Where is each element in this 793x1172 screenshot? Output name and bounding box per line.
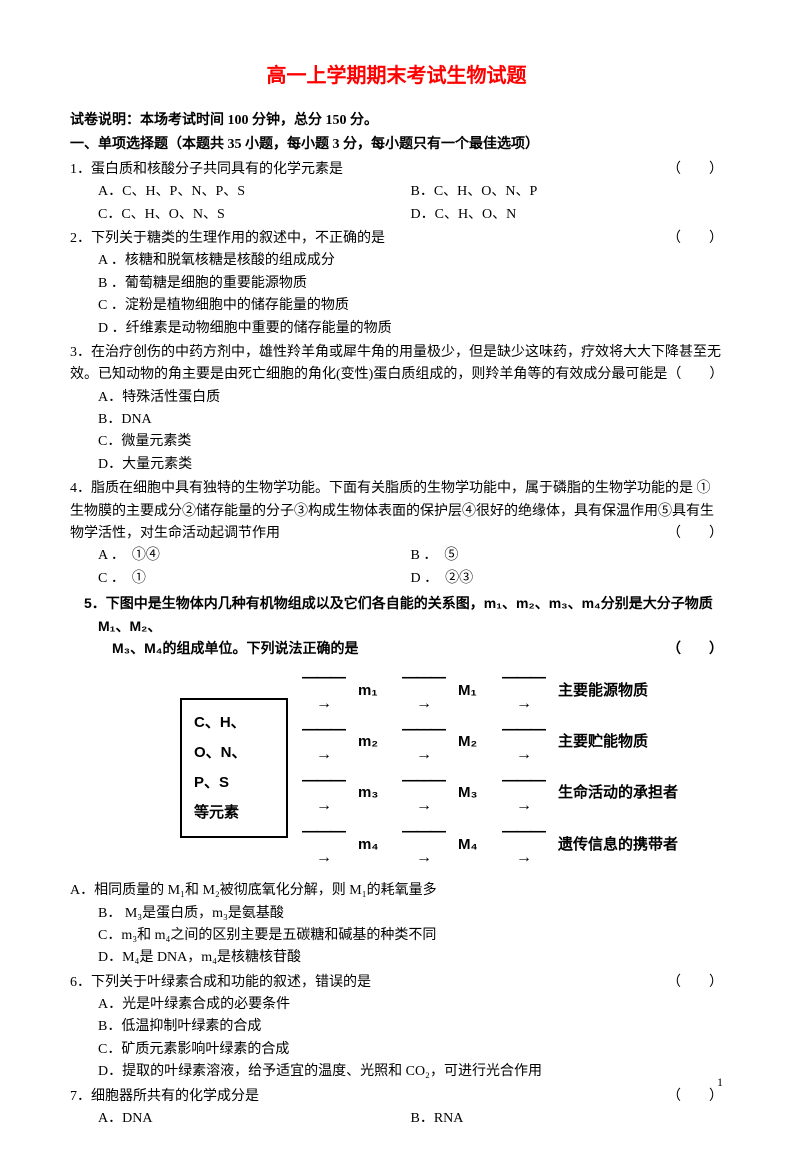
question-3: 3．在治疗创伤的中药方剂中，雄性羚羊角或犀牛角的用量极少，但是缺少这味药，疗效将… — [70, 342, 723, 476]
m4-label: m₄ — [358, 833, 388, 857]
question-4: 4．脂质在细胞中具有独特的生物学功能。下面有关脂质的生物学功能中，属于磷脂的生物… — [70, 478, 723, 590]
q3-opt-b: B．DNA — [98, 409, 723, 431]
arrow-icon: ———→ — [298, 665, 348, 716]
arrow-icon: ———→ — [398, 717, 448, 768]
q2-paren: （ ） — [667, 228, 723, 250]
arrow-icon: ———→ — [298, 768, 348, 819]
q6-opt-d: D．提取的叶绿素溶液，给予适宜的温度、光照和 CO₂，可进行光合作用 — [98, 1061, 723, 1083]
out2-label: 主要贮能物质 — [558, 730, 648, 754]
q6-paren: （ ） — [667, 972, 723, 994]
q2-stem: 2．下列关于糖类的生理作用的叙述中，不正确的是 — [70, 231, 385, 246]
q2-opt-b: B ．葡萄糖是细胞的重要能源物质 — [98, 273, 723, 295]
q3-opt-d: D．大量元素类 — [98, 454, 723, 476]
q7-paren: （ ） — [667, 1086, 723, 1108]
box-row-4: 等元素 — [194, 798, 274, 828]
arrow-icon: ———→ — [298, 717, 348, 768]
q1-paren: （ ） — [667, 159, 723, 181]
arrow-icon: ———→ — [498, 819, 548, 870]
q3-stem: 3．在治疗创伤的中药方剂中，雄性羚羊角或犀牛角的用量极少，但是缺少这味药，疗效将… — [70, 345, 723, 382]
mcap1-label: M₁ — [458, 679, 488, 703]
arrow-icon: ———→ — [398, 665, 448, 716]
q3-opt-c: C．微量元素类 — [98, 431, 723, 453]
diagram-right: ———→ m₁ ———→ M₁ ———→ 主要能源物质 ———→ m₂ ———→… — [288, 665, 678, 870]
question-6: 6．下列关于叶绿素合成和功能的叙述，错误的是 （ ） A．光是叶绿素合成的必要条… — [70, 972, 723, 1084]
box-row-1: C、H、 — [194, 708, 274, 738]
question-1: 1．蛋白质和核酸分子共同具有的化学元素是 （ ） A．C、H、P、N、P、S B… — [70, 159, 723, 226]
arrow-icon: ———→ — [398, 768, 448, 819]
q4-opt-b: B ． ⑤ — [411, 545, 724, 567]
q2-opt-a: A ．核糖和脱氧核糖是核酸的组成成分 — [98, 250, 723, 272]
q6-opt-a: A．光是叶绿素合成的必要条件 — [98, 994, 723, 1016]
q4-opt-c: C ． ① — [98, 568, 411, 590]
q2-opt-c: C ．淀粉是植物细胞中的储存能量的物质 — [98, 295, 723, 317]
q6-stem: 6．下列关于叶绿素合成和功能的叙述，错误的是 — [70, 975, 371, 990]
q1-opt-a: A．C、H、P、N、P、S — [98, 181, 411, 203]
box-row-3: P、S — [194, 768, 274, 798]
q7-opt-b: B．RNA — [411, 1108, 724, 1130]
q7-opt-a: A．DNA — [98, 1108, 411, 1130]
box-row-2: O、N、 — [194, 738, 274, 768]
m3-label: m₃ — [358, 781, 388, 805]
q1-stem: 1．蛋白质和核酸分子共同具有的化学元素是 — [70, 162, 343, 177]
q5-opt-d: D．M₄是 DNA，m₄是核糖核苷酸 — [98, 947, 723, 969]
out1-label: 主要能源物质 — [558, 679, 648, 703]
m1-label: m₁ — [358, 679, 388, 703]
page-number: 1 — [717, 1073, 723, 1092]
out4-label: 遗传信息的携带者 — [558, 833, 678, 857]
q5-opt-c: C．m₃和 m₄之间的区别主要是五碳糖和碱基的种类不同 — [98, 925, 723, 947]
q5-stem-line1: 5．下图中是生物体内几种有机物组成以及它们各自能的关系图，m₁、m₂、m₃、m₄… — [84, 595, 713, 633]
section-header: 一、单项选择题（本题共 35 小题，每小题 3 分，每小题只有一个最佳选项） — [70, 134, 723, 156]
q1-opt-b: B．C、H、O、N、P — [411, 181, 724, 203]
q2-opt-d: D ．纤维素是动物细胞中重要的储存能量的物质 — [98, 318, 723, 340]
q5-stem-line2: M₃、M₄的组成单位。下列说法正确的是 — [112, 640, 358, 656]
q6-opt-b: B．低温抑制叶绿素的合成 — [98, 1016, 723, 1038]
arrow-icon: ———→ — [398, 819, 448, 870]
mcap2-label: M₂ — [458, 730, 488, 754]
q7-stem: 7．细胞器所共有的化学成分是 — [70, 1089, 259, 1104]
q5-opt-a: A．相同质量的 M₁和 M₂被彻底氧化分解，则 M₁的耗氧量多 — [70, 880, 723, 902]
m2-label: m₂ — [358, 730, 388, 754]
q5-paren: （ ） — [667, 637, 723, 659]
question-5: 5．下图中是生物体内几种有机物组成以及它们各自能的关系图，m₁、m₂、m₃、m₄… — [70, 592, 723, 969]
question-2: 2．下列关于糖类的生理作用的叙述中，不正确的是 （ ） A ．核糖和脱氧核糖是核… — [70, 228, 723, 340]
arrow-icon: ———→ — [498, 768, 548, 819]
arrow-icon: ———→ — [298, 819, 348, 870]
q4-opt-a: A ． ①④ — [98, 545, 411, 567]
out3-label: 生命活动的承担者 — [558, 781, 678, 805]
diagram-left-box: C、H、 O、N、 P、S 等元素 — [180, 698, 288, 838]
q4-stem: 4．脂质在细胞中具有独特的生物学功能。下面有关脂质的生物学功能中，属于磷脂的生物… — [70, 481, 714, 541]
exam-instructions: 试卷说明：本场考试时间 100 分钟，总分 150 分。 — [70, 110, 723, 132]
arrow-icon: ———→ — [498, 665, 548, 716]
q6-opt-c: C．矿质元素影响叶绿素的合成 — [98, 1039, 723, 1061]
q1-opt-c: C．C、H、O、N、S — [98, 204, 411, 226]
q3-opt-a: A．特殊活性蛋白质 — [98, 387, 723, 409]
q4-paren: （ ） — [667, 523, 723, 545]
q5-diagram: C、H、 O、N、 P、S 等元素 ———→ m₁ ———→ M₁ ———→ 主… — [70, 665, 723, 870]
page-title: 高一上学期期末考试生物试题 — [70, 60, 723, 92]
mcap4-label: M₄ — [458, 833, 488, 857]
q5-opt-b: B． M₃是蛋白质，m₃是氨基酸 — [98, 903, 723, 925]
q4-opt-d: D ． ②③ — [411, 568, 724, 590]
question-7: 7．细胞器所共有的化学成分是 （ ） A．DNA B．RNA — [70, 1086, 723, 1131]
mcap3-label: M₃ — [458, 781, 488, 805]
arrow-icon: ———→ — [498, 717, 548, 768]
q1-opt-d: D．C、H、O、N — [411, 204, 724, 226]
